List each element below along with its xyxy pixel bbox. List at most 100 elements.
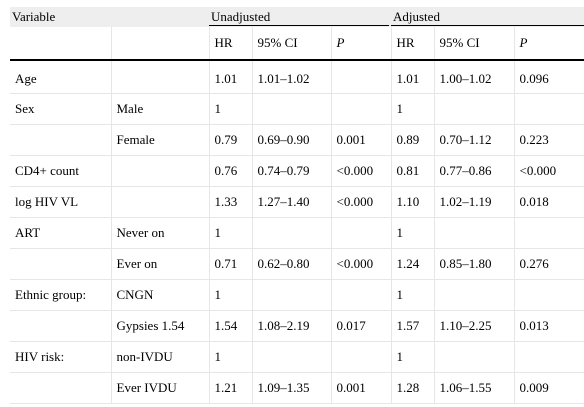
cell-p-adjusted (513, 341, 584, 373)
cell-hr-adjusted: 1.24 (390, 248, 434, 280)
cell-p-adjusted (513, 217, 584, 249)
cell-p-adjusted: 0.013 (513, 310, 584, 342)
cell-hr-adjusted: 1 (390, 93, 434, 125)
cell-variable: Age (10, 60, 111, 94)
cell-hr-adjusted: 1.10 (390, 186, 434, 218)
cell-variable: Sex (10, 93, 111, 125)
cell-variable (10, 372, 111, 404)
cell-p-unadjusted: <0.000 (330, 248, 391, 280)
cell-hr-adjusted: 0.81 (390, 155, 434, 187)
cell-ci-unadjusted (251, 217, 331, 249)
cell-hr-unadjusted: 1.21 (208, 372, 252, 404)
cell-p-adjusted (513, 93, 584, 125)
header-hr-adjusted: HR (390, 27, 434, 61)
header-variable: Variable (10, 7, 111, 27)
cell-variable: log HIV VL (10, 186, 111, 218)
cell-p-adjusted: 0.096 (513, 60, 584, 94)
table-row: Female 0.79 0.69–0.90 0.001 0.89 0.70–1.12 0.2… (10, 124, 584, 156)
header-unadjusted: Unadjusted (209, 7, 391, 27)
cell-hr-adjusted: 1 (390, 341, 434, 373)
cell-variable: HIV risk: (10, 341, 111, 373)
cell-hr-unadjusted: 1.33 (208, 186, 252, 218)
header-p-unadjusted: P (330, 27, 391, 61)
header-ci-adjusted: 95% CI (433, 27, 514, 61)
table-row: ART Never on 1 1 (10, 217, 584, 249)
cell-p-unadjusted: <0.000 (330, 186, 391, 218)
cell-ci-adjusted: 1.10–2.25 (433, 310, 514, 342)
cell-variable: CD4+ count (10, 155, 111, 187)
header-hr-unadjusted: HR (208, 27, 252, 61)
header-row-columns: HR 95% CI P HR 95% CI P (10, 27, 584, 61)
cell-ci-adjusted (433, 93, 514, 125)
header-row-groups: Variable Unadjusted Adjusted (10, 7, 584, 27)
cell-hr-unadjusted: 0.71 (208, 248, 252, 280)
cell-ci-unadjusted (251, 93, 331, 125)
table-row: Ethnic group: CNGN 1 1 (10, 279, 584, 311)
cell-hr-adjusted: 1 (390, 217, 434, 249)
cell-hr-unadjusted: 1 (208, 93, 252, 125)
cell-p-adjusted: 0.223 (513, 124, 584, 156)
cell-ci-adjusted: 0.70–1.12 (433, 124, 514, 156)
cell-hr-unadjusted: 1 (208, 217, 252, 249)
table-row: Sex Male 1 1 (10, 93, 584, 125)
cell-ci-adjusted: 0.85–1.80 (433, 248, 514, 280)
table-row: Age 1.01 1.01–1.02 1.01 1.00–1.02 0.096 (10, 60, 584, 94)
cell-category: non-IVDU (110, 341, 209, 373)
cell-ci-adjusted (433, 341, 514, 373)
cell-category (110, 60, 209, 94)
results-table: Variable Unadjusted Adjusted HR 95% CI P… (10, 7, 584, 404)
header-blank (111, 7, 209, 27)
cell-p-unadjusted: 0.001 (330, 124, 391, 156)
table-body: Variable Unadjusted Adjusted HR 95% CI P… (10, 7, 584, 404)
cell-hr-unadjusted: 1 (208, 341, 252, 373)
cell-ci-adjusted: 0.77–0.86 (433, 155, 514, 187)
cell-category (110, 186, 209, 218)
cell-ci-adjusted (433, 279, 514, 311)
table-row: HIV risk: non-IVDU 1 1 (10, 341, 584, 373)
cell-ci-unadjusted: 1.01–1.02 (251, 60, 331, 94)
cell-p-unadjusted (330, 60, 391, 94)
cell-variable (10, 310, 111, 342)
cell-variable: ART (10, 217, 111, 249)
cell-hr-adjusted: 1.28 (390, 372, 434, 404)
cell-hr-unadjusted: 0.79 (208, 124, 252, 156)
table-row: Gypsies 1.54 1.54 1.08–2.19 0.017 1.57 1.10–2… (10, 310, 584, 342)
cell-ci-adjusted (433, 217, 514, 249)
cell-hr-unadjusted: 1.01 (208, 60, 252, 94)
cell-hr-unadjusted: 1 (208, 279, 252, 311)
cell-p-unadjusted (330, 93, 391, 125)
cell-category: Male (110, 93, 209, 125)
cell-ci-unadjusted: 1.09–1.35 (251, 372, 331, 404)
cell-hr-unadjusted: 0.76 (208, 155, 252, 187)
cell-p-adjusted: 0.276 (513, 248, 584, 280)
cell-p-unadjusted: 0.001 (330, 372, 391, 404)
header-ci-unadjusted: 95% CI (251, 27, 331, 61)
cell-ci-unadjusted: 0.74–0.79 (251, 155, 331, 187)
cell-category: CNGN (110, 279, 209, 311)
cell-p-adjusted: 0.009 (513, 372, 584, 404)
cell-category: Ever on (110, 248, 209, 280)
cell-p-unadjusted: 0.017 (330, 310, 391, 342)
cell-hr-unadjusted: 1.54 (208, 310, 252, 342)
cell-category: Female (110, 124, 209, 156)
cell-category: Ever IVDU (110, 372, 209, 404)
cell-ci-unadjusted (251, 341, 331, 373)
cell-ci-unadjusted: 0.62–0.80 (251, 248, 331, 280)
cell-p-unadjusted: <0.000 (330, 155, 391, 187)
cell-hr-adjusted: 0.89 (390, 124, 434, 156)
cell-p-unadjusted (330, 279, 391, 311)
cell-variable (10, 124, 111, 156)
table-row: CD4+ count 0.76 0.74–0.79 <0.000 0.81 0.77–0.… (10, 155, 584, 187)
cell-p-unadjusted (330, 341, 391, 373)
table-row: log HIV VL 1.33 1.27–1.40 <0.000 1.10 1.02–1.… (10, 186, 584, 218)
header-adjusted: Adjusted (391, 7, 584, 27)
cell-p-adjusted: 0.018 (513, 186, 584, 218)
cell-p-adjusted: <0.000 (513, 155, 584, 187)
cell-ci-adjusted: 1.06–1.55 (433, 372, 514, 404)
table-row: Ever IVDU 1.21 1.09–1.35 0.001 1.28 1.06–1.55… (10, 372, 584, 404)
cell-category (110, 155, 209, 187)
cell-hr-adjusted: 1 (390, 279, 434, 311)
cell-category: Gypsies 1.54 (110, 310, 209, 342)
cell-p-unadjusted (330, 217, 391, 249)
cell-ci-unadjusted: 0.69–0.90 (251, 124, 331, 156)
